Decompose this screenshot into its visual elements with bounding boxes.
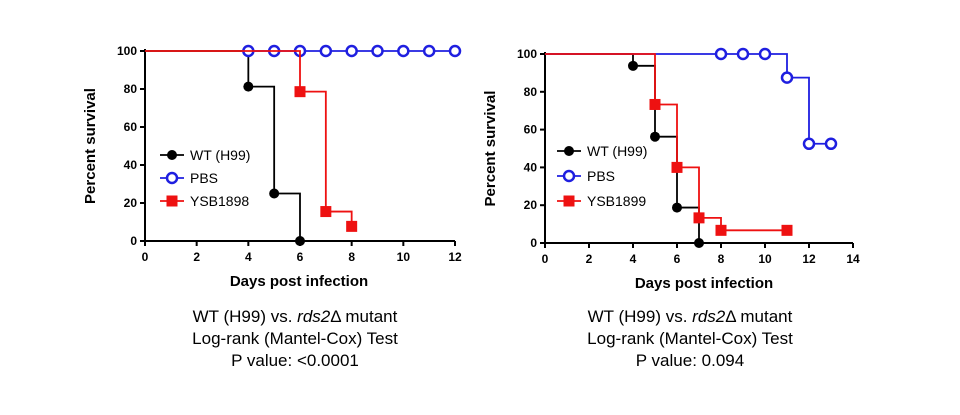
x-tick-label: 2	[193, 250, 200, 264]
y-tick-label: 100	[517, 47, 537, 61]
data-point	[736, 47, 750, 61]
data-point	[319, 44, 333, 58]
x-tick-label: 0	[542, 252, 549, 266]
gene-name: rds2	[692, 307, 726, 326]
x-tick-label: 10	[758, 252, 772, 266]
data-point	[628, 60, 638, 71]
y-tick-label: 100	[117, 44, 137, 58]
legend-label: PBS	[190, 170, 218, 186]
y-tick-label: 60	[124, 120, 138, 134]
data-point	[422, 44, 436, 58]
series-line	[145, 50, 353, 227]
y-axis-label: Percent survival	[82, 88, 99, 204]
legend-label: YSB1898	[190, 193, 249, 209]
x-tick-label: 12	[802, 252, 816, 266]
data-point	[346, 220, 358, 232]
x-axis-label: Days post infection	[230, 273, 368, 290]
y-tick-label: 60	[524, 123, 538, 137]
survival-chart-left: 0 20 40 60 80 100 0 2 4 6 8 10 12 Days post infection…	[82, 44, 462, 290]
legend-label: YSB1899	[587, 193, 646, 209]
data-point	[671, 161, 683, 173]
caption-left-pvalue: P value: <0.0001	[231, 351, 359, 370]
x-tick-label: 6	[297, 250, 304, 264]
data-point	[715, 224, 727, 236]
data-point	[694, 238, 704, 248]
y-tick-label: 40	[524, 160, 538, 174]
survival-chart-right: 0 20 40 60 80 100 0 2 4 6 8 10 12 14 Days post infecti…	[482, 47, 860, 292]
x-tick-label: 4	[630, 252, 637, 266]
gene-name: rds2	[297, 307, 331, 326]
y-tick-label: 20	[124, 196, 138, 210]
y-tick-label: 40	[124, 158, 138, 172]
legend-marker	[166, 195, 178, 207]
x-tick-label: 8	[348, 250, 355, 264]
legend-label: WT (H99)	[587, 143, 647, 159]
caption-left-line1: WT (H99) vs. rds2Δ mutant	[192, 307, 398, 326]
legend-marker	[165, 171, 179, 185]
y-tick-label: 80	[124, 82, 138, 96]
caption-right: WT (H99) vs. rds2Δ mutant Log-rank (Mant…	[530, 306, 850, 372]
data-point	[243, 81, 254, 92]
data-point	[397, 44, 410, 58]
caption-left-test: Log-rank (Mantel-Cox) Test	[192, 329, 398, 348]
data-point	[781, 224, 793, 236]
series-line	[145, 50, 301, 241]
x-tick-label: 8	[718, 252, 725, 266]
y-tick-label: 0	[130, 234, 137, 248]
x-axis-label: Days post infection	[635, 275, 773, 292]
data-point	[294, 86, 306, 98]
x-tick-label: 12	[448, 250, 462, 264]
data-point	[269, 188, 280, 199]
x-tick-label: 2	[586, 252, 593, 266]
legend-label: PBS	[587, 168, 615, 184]
data-point	[693, 212, 705, 224]
data-point	[824, 137, 838, 151]
data-point	[780, 71, 794, 84]
data-point	[345, 44, 358, 58]
data-point	[649, 98, 661, 110]
caption-left: WT (H99) vs. rds2Δ mutant Log-rank (Mant…	[135, 306, 455, 372]
legend-marker	[563, 195, 575, 207]
data-point	[650, 131, 660, 142]
x-tick-label: 14	[846, 252, 860, 266]
x-tick-label: 4	[245, 250, 252, 264]
y-tick-label: 80	[524, 85, 538, 99]
data-point	[448, 44, 462, 58]
data-point	[672, 202, 682, 213]
legend-marker	[562, 169, 576, 183]
caption-right-line1: WT (H99) vs. rds2Δ mutant	[587, 307, 793, 326]
data-point	[802, 137, 816, 151]
data-point	[295, 236, 305, 246]
y-axis-label: Percent survival	[482, 91, 499, 207]
legend-label: WT (H99)	[190, 147, 250, 163]
legend-marker	[167, 150, 177, 160]
data-point	[758, 47, 772, 61]
series-line	[545, 53, 787, 232]
legend-marker	[564, 146, 574, 156]
data-point	[320, 206, 332, 218]
x-tick-label: 10	[397, 250, 411, 264]
y-tick-label: 0	[530, 236, 537, 250]
data-point	[371, 44, 384, 58]
y-tick-label: 20	[524, 198, 538, 212]
caption-right-pvalue: P value: 0.094	[635, 351, 745, 370]
x-tick-label: 0	[142, 250, 149, 264]
x-tick-label: 6	[674, 252, 681, 266]
caption-right-test: Log-rank (Mantel-Cox) Test	[587, 329, 793, 348]
data-point	[714, 47, 728, 61]
series-line	[545, 53, 831, 145]
